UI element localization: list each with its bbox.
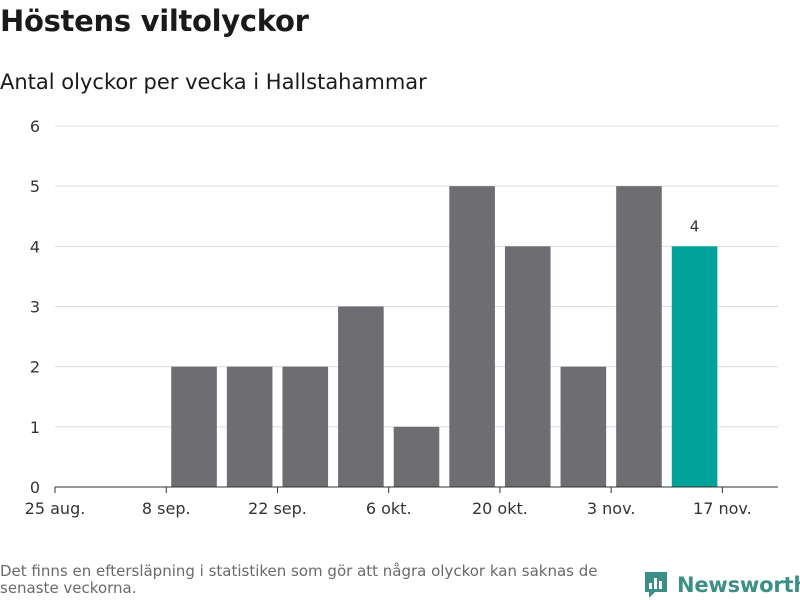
- y-tick-label: 4: [30, 237, 40, 256]
- chart-title: Höstens viltolyckor: [0, 4, 309, 38]
- x-tick-label: 20 okt.: [472, 499, 528, 518]
- bar: [171, 366, 217, 487]
- bar: [226, 366, 273, 487]
- x-tick-label: 8 sep.: [142, 499, 191, 518]
- y-tick-label: 1: [30, 418, 40, 437]
- x-tick-label: 17 nov.: [693, 499, 752, 518]
- y-tick-label: 2: [30, 358, 40, 377]
- bar: [560, 366, 607, 487]
- bar: [338, 306, 384, 487]
- x-tick-label: 6 okt.: [366, 499, 412, 518]
- x-tick-label: 25 aug.: [25, 499, 86, 518]
- bar-highlight: [671, 246, 718, 487]
- x-tick-label: 22 sep.: [248, 499, 307, 518]
- bar: [393, 426, 440, 487]
- y-tick-label: 3: [30, 298, 40, 317]
- chart-subtitle: Antal olyckor per vecka i Hallstahammar: [0, 70, 427, 94]
- y-tick-label: 0: [30, 478, 40, 497]
- bar: [449, 186, 495, 487]
- bar: [504, 246, 551, 487]
- y-tick-label: 6: [30, 117, 40, 136]
- bar: [616, 186, 662, 487]
- x-tick-label: 3 nov.: [587, 499, 636, 518]
- footnote: Det finns en eftersläpning i statistiken…: [0, 562, 598, 597]
- bar-chart: 0 1 2 3 4 5 6 4 25 aug. 8 sep. 22 sep. 6 okt. 20 okt…: [25, 117, 778, 518]
- data-label: 4: [690, 217, 700, 235]
- newsworthy-logo-icon: [645, 572, 667, 598]
- bar: [282, 366, 329, 487]
- y-tick-label: 5: [30, 177, 40, 196]
- newsworthy-logo: Newsworthy: [643, 570, 800, 600]
- brand-name: Newsworthy: [677, 573, 800, 597]
